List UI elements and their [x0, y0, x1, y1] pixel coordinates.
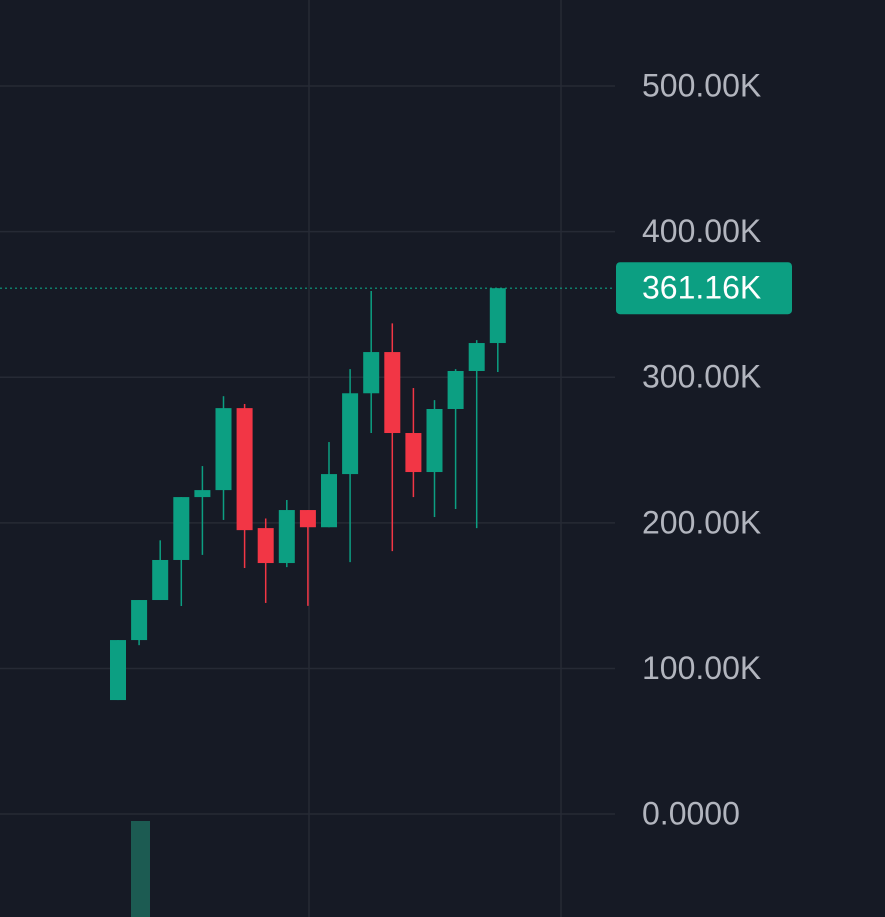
- y-tick-label: 500.00K: [642, 68, 761, 104]
- candle-body: [194, 490, 211, 498]
- candle-body: [257, 528, 274, 564]
- y-tick-label: 0.0000: [642, 796, 740, 832]
- y-tick-label: 100.00K: [642, 650, 761, 686]
- candle-body: [173, 497, 190, 560]
- y-tick-label: 400.00K: [642, 213, 761, 249]
- candle-body: [110, 640, 126, 701]
- y-tick-label: 300.00K: [642, 359, 761, 395]
- candle-body: [489, 288, 506, 344]
- candle-body: [299, 510, 316, 528]
- candle-body: [384, 352, 401, 434]
- candle-body: [342, 393, 359, 475]
- candle-body: [131, 600, 148, 641]
- candle-body: [426, 408, 443, 473]
- candle-body: [447, 370, 464, 409]
- candle-body: [468, 343, 485, 371]
- candle-body: [215, 408, 232, 491]
- y-tick-label: 200.00K: [642, 504, 761, 540]
- volume-bar: [131, 821, 150, 917]
- last-price-label: 361.16K: [642, 270, 761, 306]
- candle-body: [236, 408, 253, 531]
- candle-body: [321, 474, 337, 528]
- candle-body: [152, 559, 169, 601]
- candle-body: [405, 433, 422, 473]
- last-price-badge: [616, 262, 792, 315]
- candle-body: [363, 352, 380, 394]
- candle-body: [278, 510, 295, 564]
